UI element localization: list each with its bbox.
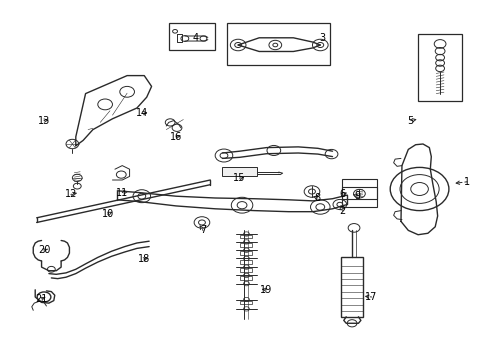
Bar (239, 268, 251, 272)
Bar (239, 235, 251, 238)
Bar (239, 251, 251, 255)
Text: 11: 11 (116, 188, 128, 198)
Text: 5: 5 (407, 116, 413, 126)
Text: 17: 17 (365, 292, 377, 302)
Text: 16: 16 (169, 132, 182, 142)
Text: 4: 4 (192, 33, 198, 43)
Bar (168, 23, 215, 50)
Text: 15: 15 (233, 173, 245, 183)
Text: 7: 7 (200, 225, 205, 235)
Text: 14: 14 (135, 108, 148, 118)
Text: 8: 8 (314, 193, 320, 203)
Text: 9: 9 (353, 191, 359, 201)
Text: 18: 18 (138, 254, 150, 264)
Text: 21: 21 (35, 294, 48, 304)
Text: 20: 20 (38, 245, 50, 255)
Bar (342, 179, 376, 199)
Text: 10: 10 (101, 209, 114, 219)
Text: 19: 19 (260, 285, 272, 295)
Bar (222, 167, 256, 176)
Text: 6: 6 (339, 189, 345, 199)
Text: 13: 13 (38, 116, 50, 126)
Bar (342, 187, 376, 207)
Bar (239, 243, 251, 247)
Text: 2: 2 (339, 206, 345, 216)
Bar (341, 257, 363, 317)
Bar (417, 34, 461, 101)
Text: 12: 12 (64, 189, 77, 199)
Text: 1: 1 (463, 177, 469, 187)
Bar (239, 276, 251, 280)
Bar (227, 23, 329, 65)
Bar (239, 301, 251, 304)
Text: 3: 3 (319, 33, 325, 43)
Bar (239, 260, 251, 264)
